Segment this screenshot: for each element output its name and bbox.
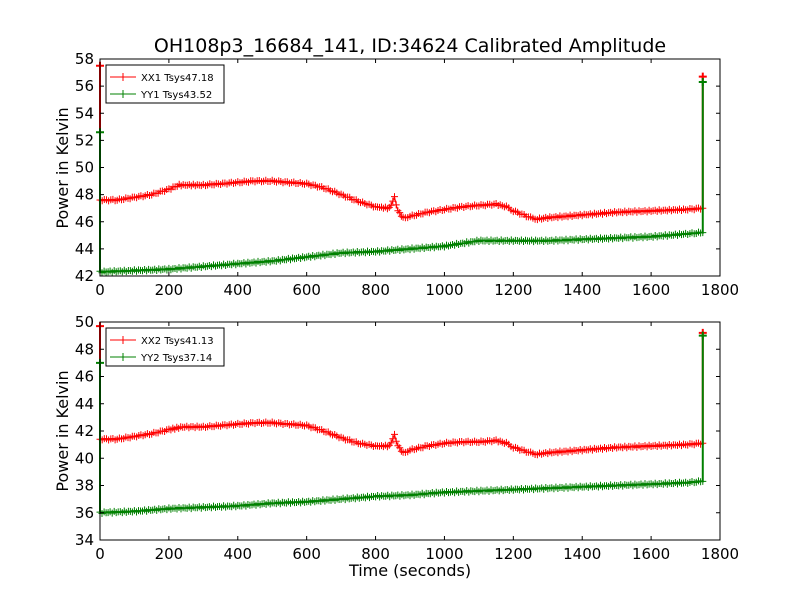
legend: XX2 Tsys41.13 YY2 Tsys37.14 [105, 327, 225, 367]
y-tick-label: 54 [75, 104, 94, 122]
legend-marker [119, 353, 127, 361]
x-tick-label: 1600 [632, 545, 670, 563]
x-tick-label: 1800 [701, 545, 739, 563]
plot-top: 0 200 400 600 800 1000 1200 1400 1600 1800 42 44 46 4… [75, 50, 739, 299]
x-tick-label: 1000 [425, 545, 463, 563]
x-tick-label: 1400 [563, 545, 601, 563]
x-tick-label: 1000 [425, 281, 463, 299]
legend: XX1 Tsys47.18 YY1 Tsys43.52 [105, 64, 225, 104]
y-tick-label: 34 [75, 531, 94, 549]
ylabel-bottom: Power in Kelvin [53, 370, 72, 491]
data-point-marker [391, 430, 398, 438]
legend-label: XX1 Tsys47.18 [141, 73, 214, 84]
y-tick-label: 50 [75, 313, 94, 331]
y-tick-label: 40 [75, 449, 94, 467]
spike-marker [698, 78, 707, 87]
legend-label: YY1 Tsys43.52 [140, 90, 212, 101]
x-tick-label: 1200 [494, 545, 532, 563]
x-tick-label: 1200 [494, 281, 532, 299]
data-point-marker [387, 439, 395, 447]
legend-label: YY2 Tsys37.14 [140, 353, 212, 364]
plot-bottom: 0 200 400 600 800 1000 1200 1400 1600 1800 34 36 38 4… [75, 313, 739, 563]
ylabel-top: Power in Kelvin [53, 107, 72, 228]
legend-label: XX2 Tsys41.13 [141, 336, 214, 347]
x-tick-label: 0 [95, 281, 105, 299]
x-tick-label: 1400 [563, 281, 601, 299]
data-point-marker [391, 193, 398, 201]
x-tick-label: 600 [292, 545, 321, 563]
series-1 [96, 322, 707, 459]
y-tick-label: 42 [75, 422, 94, 440]
y-tick-label: 44 [75, 395, 94, 413]
x-tick-label: 1600 [632, 281, 670, 299]
y-tick-label: 56 [75, 77, 94, 95]
data-point-marker [392, 437, 400, 445]
data-point-marker [396, 209, 404, 217]
y-tick-label: 52 [75, 131, 94, 149]
x-tick-label: 1800 [701, 281, 739, 299]
x-tick-label: 800 [361, 281, 390, 299]
x-tick-label: 200 [155, 545, 184, 563]
y-tick-label: 48 [75, 340, 94, 358]
data-point-marker [392, 201, 400, 209]
spike-marker [698, 331, 707, 340]
y-tick-label: 50 [75, 159, 94, 177]
y-tick-label: 36 [75, 504, 94, 522]
y-tick-label: 38 [75, 477, 94, 495]
y-tick-label: 58 [75, 50, 94, 68]
x-tick-label: 200 [155, 281, 184, 299]
y-tick-label: 42 [75, 267, 94, 285]
legend-box [105, 64, 225, 104]
y-tick-label: 46 [75, 368, 94, 386]
data-point-marker [397, 212, 405, 220]
xlabel-bottom: Time (seconds) [348, 561, 471, 580]
legend-marker [119, 90, 127, 98]
legend-marker [119, 336, 127, 344]
series-1 [96, 61, 707, 224]
data-point-marker [397, 447, 405, 455]
x-tick-label: 600 [292, 281, 321, 299]
data-point-marker [396, 444, 404, 452]
chart-title: OH108p3_16684_141, ID:34624 Calibrated A… [154, 35, 666, 57]
data-point-marker [389, 197, 397, 205]
legend-box [105, 327, 225, 367]
x-tick-label: 400 [223, 545, 252, 563]
y-tick-label: 48 [75, 186, 94, 204]
y-tick-label: 46 [75, 213, 94, 231]
y-tick-label: 44 [75, 240, 94, 258]
legend-marker [119, 73, 127, 81]
x-tick-label: 400 [223, 281, 252, 299]
x-tick-label: 0 [95, 545, 105, 563]
x-tick-label: 800 [361, 545, 390, 563]
